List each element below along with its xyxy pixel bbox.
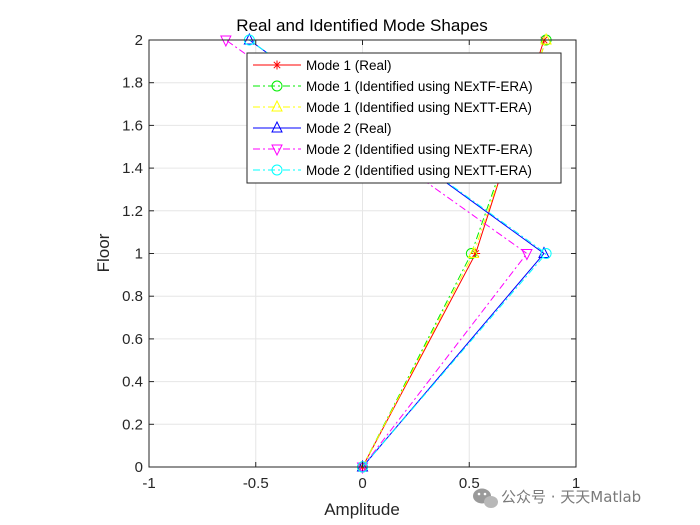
- y-tick-label: 1.4: [122, 160, 143, 177]
- wechat-icon: [473, 488, 498, 508]
- data-point: [243, 32, 256, 45]
- watermark: 公众号 · 天天Matlab: [473, 488, 641, 508]
- y-tick-label: 0.2: [122, 416, 143, 433]
- legend-marker: [272, 60, 282, 70]
- legend-label: Mode 2 (Real): [306, 121, 392, 136]
- x-axis-label: Amplitude: [324, 500, 400, 519]
- y-tick-label: 1.8: [122, 75, 143, 92]
- y-tick-label: 0.4: [122, 374, 143, 391]
- data-point: [521, 249, 533, 261]
- legend-label: Mode 2 (Identified using NExTF-ERA): [306, 142, 533, 157]
- data-point: [540, 32, 552, 45]
- y-tick-label: 0.8: [122, 288, 143, 305]
- legend-marker: [271, 144, 283, 157]
- x-tick-label: -1: [142, 475, 155, 492]
- legend-item[interactable]: Mode 2 (Identified using NExTF-ERA): [253, 142, 533, 157]
- legend-item[interactable]: Mode 2 (Real): [253, 120, 392, 136]
- y-axis-label: Floor: [94, 233, 113, 272]
- y-tick-label: 1.6: [122, 117, 143, 134]
- legend-label: Mode 2 (Identified using NExTT-ERA): [306, 163, 532, 178]
- y-tick-label: 1.2: [122, 203, 143, 220]
- legend-item[interactable]: Mode 1 (Identified using NExTF-ERA): [253, 79, 533, 94]
- axes: [148, 39, 577, 468]
- legend-marker: [271, 80, 283, 92]
- legend-item[interactable]: Mode 2 (Identified using NExTT-ERA): [253, 163, 532, 178]
- x-tick-label: -0.5: [243, 475, 269, 492]
- legend-item[interactable]: Mode 1 (Real): [253, 58, 392, 73]
- y-tick-label: 0: [135, 459, 143, 476]
- data-point: [540, 248, 552, 259]
- x-tick-label: 0.5: [459, 475, 480, 492]
- y-tick-label: 2: [135, 32, 143, 49]
- legend-label: Mode 1 (Real): [306, 58, 392, 73]
- legend-label: Mode 1 (Identified using NExTT-ERA): [306, 100, 532, 115]
- legend[interactable]: Mode 1 (Real) Mode 1 (Identified using NE…: [246, 52, 562, 184]
- chart-title: Real and Identified Mode Shapes: [236, 16, 487, 35]
- x-tick-label: 0: [358, 475, 366, 492]
- legend-label: Mode 1 (Identified using NExTF-ERA): [306, 79, 533, 94]
- tick-labels: -1 -0.5 0 0.5 1 0 0.2 0.4 0.6 0.8 1 1.2 1.4 1.6 1.8 2: [122, 32, 580, 492]
- x-tick-label: 1: [572, 475, 580, 492]
- legend-marker: [271, 120, 283, 133]
- legend-marker: [271, 99, 283, 112]
- data-point: [467, 246, 480, 258]
- watermark-text: 公众号 · 天天Matlab: [501, 488, 641, 506]
- data-point: [356, 459, 369, 472]
- y-tick-label: 1: [135, 246, 143, 263]
- data-point: [220, 35, 232, 48]
- legend-box: [246, 52, 562, 184]
- legend-marker: [271, 164, 283, 176]
- legend-item[interactable]: Mode 1 (Identified using NExTT-ERA): [253, 99, 532, 115]
- y-tick-label: 0.6: [122, 331, 143, 348]
